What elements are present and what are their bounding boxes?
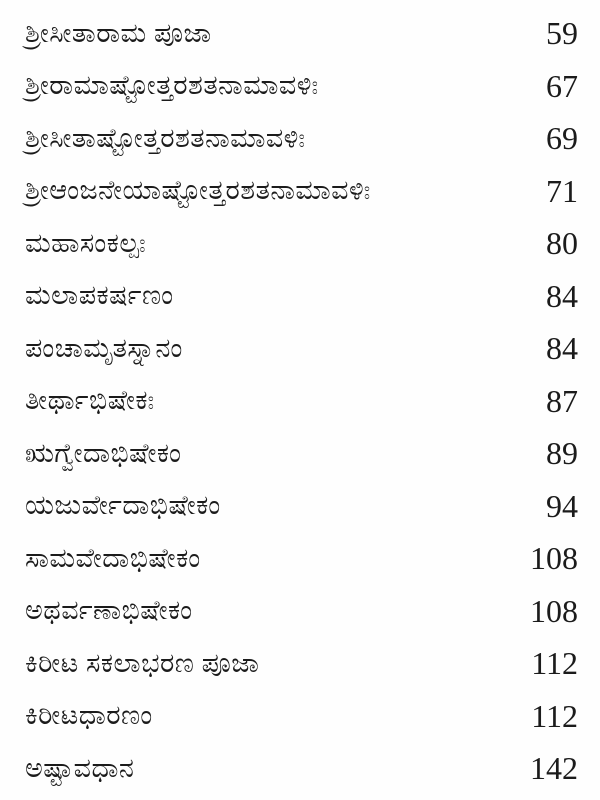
toc-row: ಅಷ್ಟಾವಧಾನ 142: [0, 742, 600, 795]
toc-entry-page: 87: [546, 382, 578, 419]
toc-entry-page: 84: [546, 330, 578, 367]
toc-entry-title: ಶ್ರೀಸೀತಾಷ್ಟೋತ್ತರಶತನಾಮಾವಳಿಃ: [25, 122, 306, 153]
toc-entry-title: ಸಾಮವೇದಾಭಿಷೇಕಂ: [25, 542, 201, 573]
toc-row: ಶ್ರೀಆಂಜನೇಯಾಷ್ಟೋತ್ತರಶತನಾಮಾವಳಿಃ 71: [0, 165, 600, 218]
toc-row: ಸಾಮವೇದಾಭಿಷೇಕಂ 108: [0, 532, 600, 585]
toc-row: ಪಂಚಾಮೃತಸ್ನಾನಂ 84: [0, 322, 600, 375]
toc-entry-page: 71: [546, 172, 578, 209]
toc-entry-title: ಋಗ್ವೇದಾಭಿಷೇಕಂ: [25, 437, 182, 468]
toc-entry-page: 112: [531, 697, 578, 734]
toc-row: ಕಿರೀಟ ಸಕಲಾಭರಣ ಪೂಜಾ 112: [0, 637, 600, 690]
toc-row: ಶ್ರೀಸೀತಾಷ್ಟೋತ್ತರಶತನಾಮಾವಳಿಃ 69: [0, 112, 600, 165]
toc-entry-page: 108: [530, 540, 578, 577]
toc-entry-title: ಕಿರೀಟ ಸಕಲಾಭರಣ ಪೂಜಾ: [25, 647, 260, 678]
toc-entry-page: 89: [546, 435, 578, 472]
toc-row: ಕಿರೀಟಧಾರಣಂ 112: [0, 690, 600, 743]
toc-entry-title: ತೀರ್ಥಾಭಿಷೇಕಃ: [25, 385, 155, 416]
toc-entry-page: 80: [546, 225, 578, 262]
toc-entry-page: 112: [531, 645, 578, 682]
toc-entry-page: 108: [530, 592, 578, 629]
toc-row: ಯಜುರ್ವೇದಾಭಿಷೇಕಂ 94: [0, 480, 600, 533]
toc-row: ತೀರ್ಥಾಭಿಷೇಕಃ 87: [0, 375, 600, 428]
toc-entry-title: ಮಹಾಸಂಕಲ್ಪಃ: [25, 227, 147, 258]
toc-row: ಋಗ್ವೇದಾಭಿಷೇಕಂ 89: [0, 427, 600, 480]
toc-row: ಅಥರ್ವಣಾಭಿಷೇಕಂ 108: [0, 585, 600, 638]
toc-entry-title: ಶ್ರೀಸೀತಾರಾಮ ಪೂಜಾ: [25, 17, 212, 48]
toc-entry-title: ಶ್ರೀಆಂಜನೇಯಾಷ್ಟೋತ್ತರಶತನಾಮಾವಳಿಃ: [25, 175, 371, 206]
toc-entry-page: 69: [546, 120, 578, 157]
toc-entry-page: 84: [546, 277, 578, 314]
toc-entry-page: 59: [546, 15, 578, 52]
toc-entry-title: ಯಜುರ್ವೇದಾಭಿಷೇಕಂ: [25, 490, 221, 521]
toc-entry-title: ಶ್ರೀರಾಮಾಷ್ಟೋತ್ತರಶತನಾಮಾವಳಿಃ: [25, 70, 319, 101]
toc-entry-page: 94: [546, 487, 578, 524]
toc-row: ಮಹಾಸಂಕಲ್ಪಃ 80: [0, 217, 600, 270]
toc-entry-title: ಕಿರೀಟಧಾರಣಂ: [25, 700, 153, 731]
toc-entry-page: 67: [546, 67, 578, 104]
toc-entry-title: ಅಥರ್ವಣಾಭಿಷೇಕಂ: [25, 595, 193, 626]
toc-entry-page: 142: [530, 750, 578, 787]
toc-row: ಮಲಾಪಕರ್ಷಣಂ 84: [0, 270, 600, 323]
toc-entry-title: ಮಲಾಪಕರ್ಷಣಂ: [25, 280, 174, 311]
toc-row: ಶ್ರೀರಾಮಾಷ್ಟೋತ್ತರಶತನಾಮಾವಳಿಃ 67: [0, 60, 600, 113]
toc-entry-title: ಅಷ್ಟಾವಧಾನ: [25, 752, 135, 783]
toc-entry-title: ಪಂಚಾಮೃತಸ್ನಾನಂ: [25, 332, 183, 363]
toc-row: ಶ್ರೀಸೀತಾರಾಮ ಪೂಜಾ 59: [0, 7, 600, 60]
